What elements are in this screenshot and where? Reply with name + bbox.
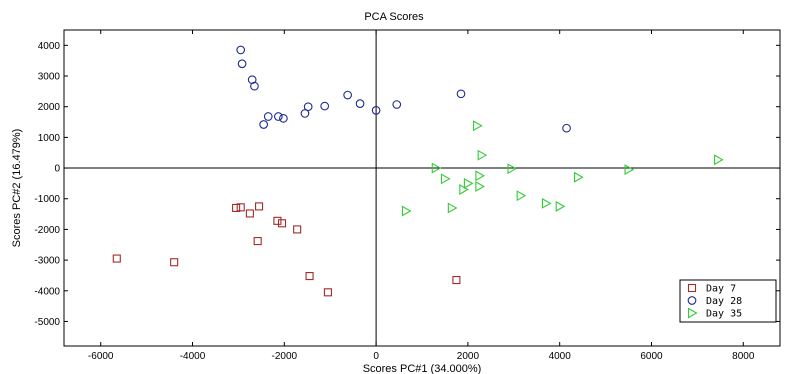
- point-day-28: [263, 112, 273, 121]
- y-tick-label: -5000: [34, 317, 60, 328]
- point-day-28: [392, 100, 402, 109]
- point-day-28: [236, 45, 246, 55]
- x-tick-label: 4000: [549, 351, 572, 362]
- point-day-7: [305, 272, 314, 281]
- chart-title: PCA Scores: [364, 11, 424, 23]
- point-day-28: [273, 112, 283, 121]
- point-day-7: [112, 254, 121, 263]
- point-day-35: [516, 190, 527, 202]
- y-axis-label: Scores PC#2 (16.479%): [11, 129, 23, 248]
- point-day-7: [452, 275, 461, 285]
- x-tick-label: 8000: [732, 351, 755, 362]
- point-day-35: [477, 149, 488, 161]
- legend-marker-day-35: [687, 307, 698, 319]
- y-tick-label: -3000: [34, 256, 60, 267]
- y-tick-label: -2000: [34, 225, 60, 236]
- point-day-35: [440, 173, 451, 185]
- point-day-7: [232, 203, 241, 212]
- point-day-7: [255, 202, 264, 211]
- point-day-28: [259, 120, 269, 129]
- x-tick-label: 0: [373, 351, 379, 362]
- point-day-28: [300, 109, 310, 118]
- zero-lines: [64, 30, 780, 346]
- point-day-28: [250, 81, 259, 91]
- point-day-28: [456, 89, 466, 99]
- x-tick-label: 2000: [457, 351, 480, 362]
- point-day-35: [624, 164, 635, 176]
- point-day-35: [459, 184, 469, 195]
- data-points: [112, 45, 724, 297]
- legend-label-day-7: Day 7: [706, 284, 736, 295]
- point-day-35: [541, 197, 552, 209]
- legend-label-day-28: Day 28: [706, 296, 742, 307]
- point-day-35: [507, 163, 518, 175]
- point-day-35: [401, 205, 412, 217]
- point-day-7: [323, 288, 332, 297]
- x-tick-label: 6000: [640, 351, 663, 362]
- x-tick-label: -6000: [88, 351, 114, 362]
- x-tick-label: -2000: [272, 351, 298, 362]
- plot-area: [63, 29, 781, 347]
- point-day-28: [279, 114, 288, 123]
- y-tick-label: -4000: [34, 286, 60, 297]
- point-day-35: [713, 154, 724, 166]
- point-day-35: [463, 177, 474, 189]
- point-day-7: [293, 225, 302, 234]
- point-day-28: [320, 101, 330, 111]
- point-day-35: [473, 120, 483, 132]
- point-day-28: [355, 99, 365, 108]
- point-day-35: [431, 162, 442, 174]
- axis-ticks: -6000 -4000 -2000 0 2000 4000 6000 8000 -5000 -40…: [34, 30, 780, 362]
- point-day-7: [273, 216, 282, 225]
- point-day-28: [562, 123, 571, 133]
- point-day-35: [447, 202, 458, 214]
- point-day-35: [574, 171, 584, 183]
- y-tick-label: 3000: [38, 72, 61, 83]
- point-day-7: [170, 258, 179, 267]
- point-day-28: [371, 106, 381, 115]
- point-day-28: [343, 90, 352, 100]
- point-day-28: [237, 59, 247, 69]
- x-axis-label: Scores PC#1 (34.000%): [363, 363, 482, 374]
- point-day-35: [555, 200, 566, 212]
- point-day-28: [303, 102, 313, 112]
- point-day-35: [475, 181, 485, 192]
- point-day-7: [245, 209, 254, 218]
- x-tick-label: -4000: [180, 351, 206, 362]
- point-day-7: [253, 237, 262, 246]
- y-tick-label: 2000: [38, 102, 61, 113]
- point-day-35: [475, 170, 485, 182]
- y-tick-label: 4000: [38, 41, 61, 52]
- legend-marker-day-7: [687, 283, 697, 293]
- legend-marker-day-28: [687, 296, 697, 305]
- point-day-7: [236, 203, 245, 212]
- y-tick-label: -1000: [34, 194, 60, 205]
- point-day-7: [277, 219, 287, 228]
- y-tick-label: 0: [54, 164, 60, 175]
- legend-label-day-35: Day 35: [706, 309, 742, 320]
- y-tick-label: 1000: [38, 133, 61, 144]
